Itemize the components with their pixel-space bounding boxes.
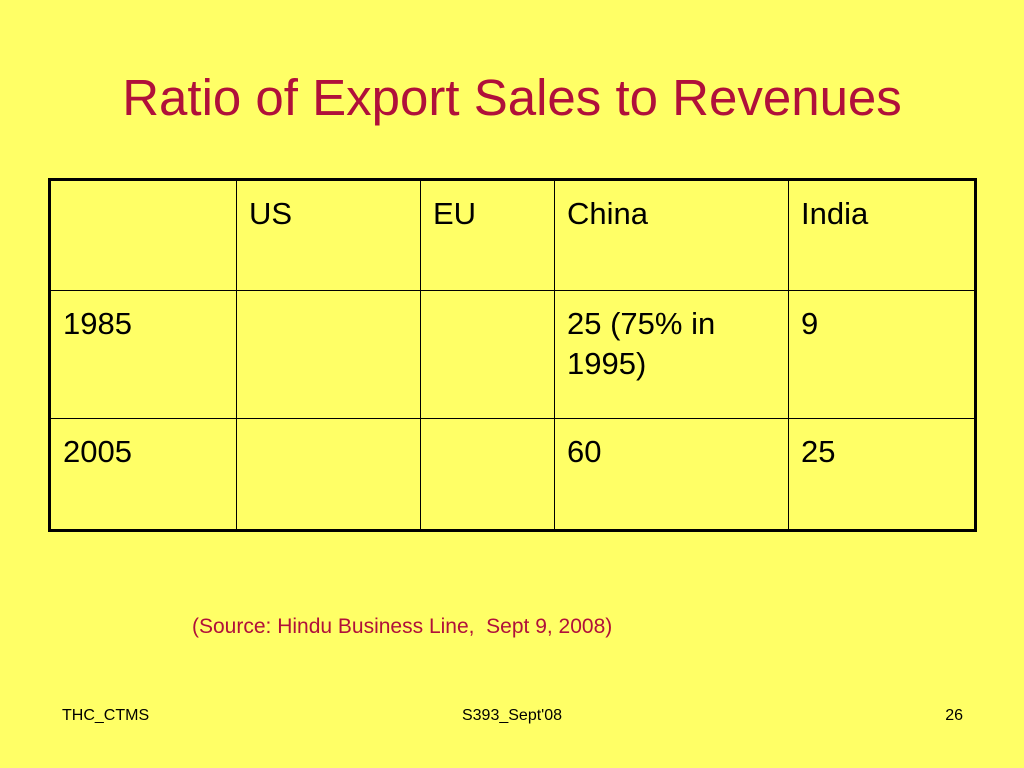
table-cell: 2005 <box>49 418 237 531</box>
table-row: 1985 25 (75% in 1995) 9 <box>49 290 976 419</box>
table-cell <box>420 290 555 419</box>
footer-center-text: S393_Sept'08 <box>461 707 563 724</box>
table-cell: 25 <box>788 418 976 531</box>
table-cell <box>236 418 421 531</box>
data-table: US EU China India 1985 25 (75% in 1995) … <box>48 178 977 532</box>
source-note: (Source: Hindu Business Line, Sept 9, 20… <box>192 615 613 638</box>
table-header-cell: EU <box>420 179 555 291</box>
table-cell: 25 (75% in 1995) <box>554 290 789 419</box>
table-cell: 1985 <box>49 290 237 419</box>
slide-title: Ratio of Export Sales to Revenues <box>122 69 902 126</box>
table-header-cell: India <box>788 179 976 291</box>
page-number: 26 <box>945 707 963 724</box>
table-cell <box>236 290 421 419</box>
footer-left-text: THC_CTMS <box>62 707 150 724</box>
table-cell: 9 <box>788 290 976 419</box>
table-header-cell: US <box>236 179 421 291</box>
table-header-cell <box>49 179 237 291</box>
table-header-cell: China <box>554 179 789 291</box>
table-row: 2005 60 25 <box>49 418 976 531</box>
table-header-row: US EU China India <box>49 179 976 291</box>
table-cell <box>420 418 555 531</box>
table-cell: 60 <box>554 418 789 531</box>
